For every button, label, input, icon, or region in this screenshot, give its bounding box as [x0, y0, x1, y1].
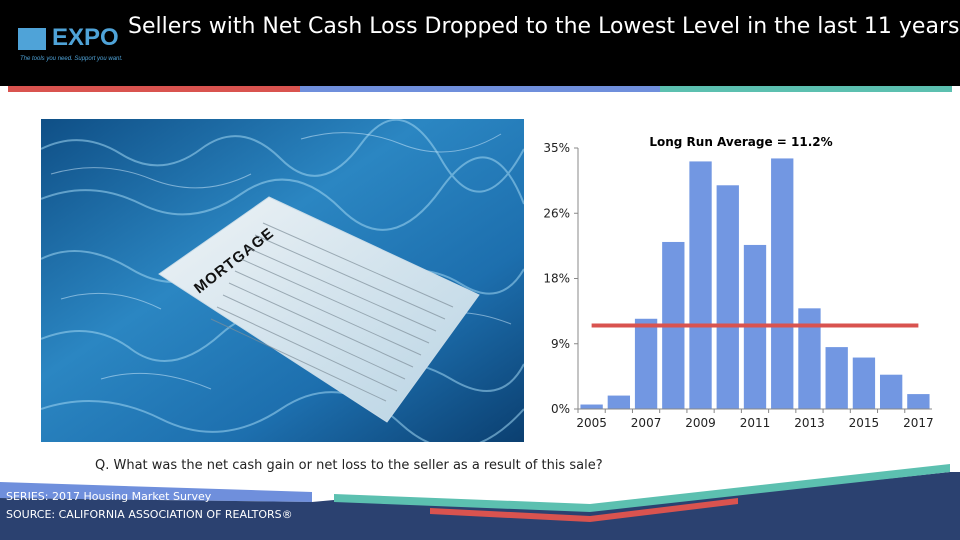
y-axis: 0% 9% 18% 26% 35% — [543, 141, 579, 416]
footer-stripe-teal — [334, 464, 950, 512]
bar-2005 — [580, 404, 603, 409]
y-tick-label: 26% — [543, 206, 570, 220]
bar-2007 — [634, 318, 658, 409]
series-label: SERIES: 2017 Housing Market Survey — [6, 490, 212, 503]
x-axis: 2005 2007 2009 2011 2013 2015 2017 — [576, 408, 934, 430]
y-tick-label: 9% — [551, 337, 570, 351]
source-label: SOURCE: CALIFORNIA ASSOCIATION OF REALTO… — [6, 508, 293, 521]
stripe-blue — [300, 86, 660, 92]
expo-logo: EXPO The tools you need. Support you wan… — [18, 24, 123, 68]
bar-2016 — [879, 374, 903, 409]
x-tick-label: 2005 — [576, 416, 607, 430]
bar-2010 — [716, 185, 739, 409]
stripe-red — [8, 86, 300, 92]
bars — [580, 158, 930, 409]
y-tick-label: 35% — [543, 141, 570, 155]
pool-image: MORTGAGE — [41, 119, 524, 442]
footer-banner — [0, 464, 960, 540]
logo-text: EXPO — [52, 24, 119, 51]
bar-2006 — [607, 395, 631, 409]
x-tick-label: 2015 — [849, 416, 880, 430]
x-tick-label: 2017 — [903, 416, 934, 430]
y-tick-label: 0% — [551, 402, 570, 416]
survey-question: Q. What was the net cash gain or net los… — [95, 458, 603, 473]
mortgage-photo: MORTGAGE — [41, 119, 524, 442]
x-tick-label: 2007 — [631, 416, 662, 430]
slide-title: Sellers with Net Cash Loss Dropped to th… — [128, 14, 960, 39]
net-cash-loss-chart: Long Run Average = 11.2% 0% 9% 18% 26% 35% 2… — [543, 135, 934, 430]
bar-2014 — [825, 347, 848, 409]
bar-2009 — [689, 161, 712, 409]
bar-2013 — [798, 308, 821, 409]
footer-stripe-blue — [0, 482, 312, 502]
x-tick-label: 2009 — [685, 416, 716, 430]
y-tick-label: 18% — [543, 272, 570, 286]
header-bar: EXPO The tools you need. Support you wan… — [0, 0, 960, 86]
bar-2012 — [771, 158, 794, 409]
x-tick-label: 2013 — [794, 416, 825, 430]
bar-2017 — [907, 394, 930, 409]
footer-stripe-red — [430, 498, 738, 522]
bar-2015 — [852, 357, 876, 409]
x-tick-label: 2011 — [740, 416, 771, 430]
logo-tagline: The tools you need. Support you want. — [20, 56, 123, 62]
stripe-teal — [660, 86, 952, 92]
logo-badge-icon — [18, 28, 46, 50]
chart-title: Long Run Average = 11.2% — [649, 135, 832, 149]
